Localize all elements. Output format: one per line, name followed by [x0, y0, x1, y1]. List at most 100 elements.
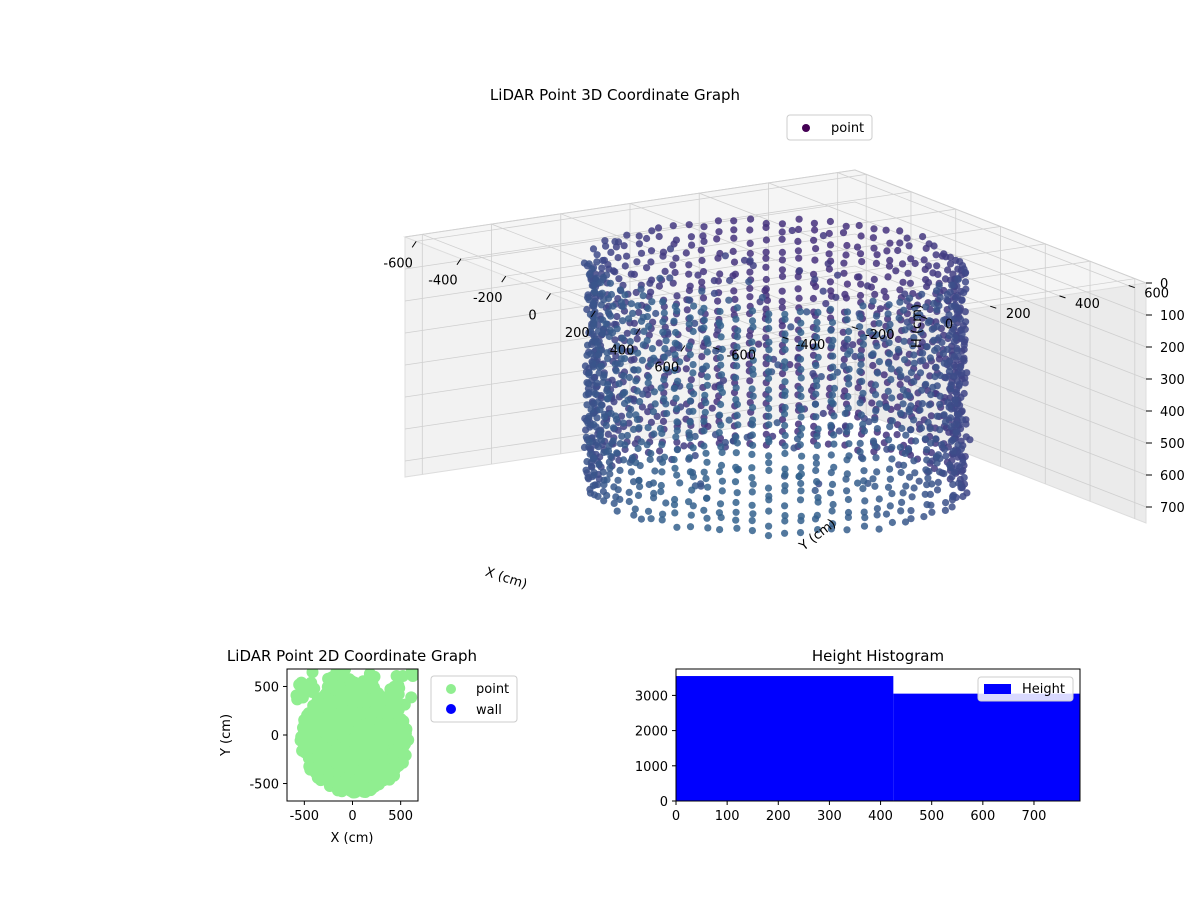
point-3d: [625, 419, 633, 427]
point-3d: [627, 300, 636, 308]
point-3d: [686, 314, 694, 322]
point-3d: [652, 309, 660, 318]
point-3d: [765, 452, 773, 460]
point-3d: [631, 505, 639, 513]
point-3d: [698, 256, 706, 265]
point-3d: [715, 319, 723, 327]
point-3d: [884, 387, 892, 395]
legend-2d-wall-label: wall: [476, 703, 502, 718]
point-3d: [703, 348, 711, 356]
point-3d: [894, 335, 903, 343]
point-3d: [645, 373, 653, 381]
point-3d: [960, 357, 968, 365]
point-3d: [826, 217, 835, 226]
point-3d: [658, 458, 667, 466]
point-3d: [716, 384, 725, 392]
point-3d: [590, 420, 598, 429]
point-3d: [910, 484, 918, 492]
point-3d: [795, 215, 803, 223]
point-3d: [856, 367, 864, 375]
point-3d: [672, 254, 680, 262]
point-2d: [322, 747, 335, 760]
point-3d: [872, 454, 880, 462]
point-3d: [597, 278, 605, 287]
point-3d: [732, 449, 740, 457]
point-2d: [315, 762, 328, 775]
tick-label-y-3d: 200: [1006, 307, 1031, 322]
plot-frame-histogram: [675, 668, 1081, 802]
point-3d: [685, 429, 693, 437]
point-3d: [603, 349, 611, 357]
point-2d: [312, 696, 325, 709]
point-3d: [658, 468, 666, 476]
point-3d: [778, 416, 787, 424]
point-3d: [746, 239, 754, 247]
point-3d: [635, 308, 643, 316]
point-3d: [843, 487, 851, 495]
point-3d: [627, 468, 636, 476]
point-3d: [855, 221, 863, 230]
point-3d: [687, 376, 695, 384]
point-3d: [603, 395, 611, 403]
point-3d: [901, 356, 909, 364]
point-3d: [916, 369, 925, 377]
point-3d: [794, 285, 802, 293]
point-3d: [762, 236, 771, 244]
point-3d: [725, 416, 733, 424]
point-2d: [368, 681, 380, 694]
point-2d: [398, 748, 411, 761]
point-3d: [748, 338, 756, 346]
point-3d: [811, 400, 820, 408]
point-3d: [593, 251, 601, 259]
point-3d: [873, 505, 882, 513]
point-3d: [926, 490, 935, 498]
point-3d: [599, 373, 608, 381]
point-3d: [688, 241, 696, 249]
point-3d: [584, 380, 593, 388]
point-3d: [699, 268, 708, 276]
point-3d: [689, 361, 697, 369]
point-3d: [765, 507, 773, 515]
point-3d: [932, 453, 941, 461]
point-3d: [726, 276, 734, 285]
point-3d: [812, 453, 820, 461]
point-3d: [903, 234, 911, 242]
point-3d: [762, 263, 770, 271]
point-3d: [812, 390, 820, 398]
point-3d: [590, 281, 599, 289]
point-3d: [585, 260, 593, 268]
point-3d: [624, 396, 632, 404]
point-3d: [630, 478, 638, 486]
tick-label-x-hist: 100: [715, 809, 740, 824]
point-3d: [953, 346, 961, 355]
point-3d: [589, 299, 597, 308]
point-3d: [605, 265, 613, 273]
point-3d: [658, 441, 666, 449]
point-3d: [812, 413, 820, 421]
point-3d: [936, 426, 944, 434]
point-3d: [714, 297, 722, 305]
point-3d: [825, 265, 834, 273]
point-3d: [809, 370, 817, 378]
point-3d: [927, 439, 935, 447]
point-2d: [365, 782, 378, 794]
point-3d: [930, 464, 939, 473]
point-3d: [925, 401, 933, 409]
point-3d: [810, 219, 819, 227]
point-3d: [885, 301, 893, 309]
point-3d: [954, 441, 962, 449]
point-3d: [887, 376, 895, 384]
point-3d: [778, 304, 786, 312]
point-3d: [725, 296, 733, 304]
point-3d: [748, 488, 756, 496]
point-3d: [778, 370, 787, 378]
point-3d: [704, 483, 712, 491]
point-3d: [884, 310, 892, 318]
point-3d: [765, 421, 773, 429]
point-3d: [633, 258, 641, 266]
point-3d: [686, 351, 694, 359]
point-3d: [703, 335, 711, 343]
point-3d: [873, 511, 881, 519]
point-3d: [778, 228, 786, 236]
point-3d: [634, 491, 643, 499]
